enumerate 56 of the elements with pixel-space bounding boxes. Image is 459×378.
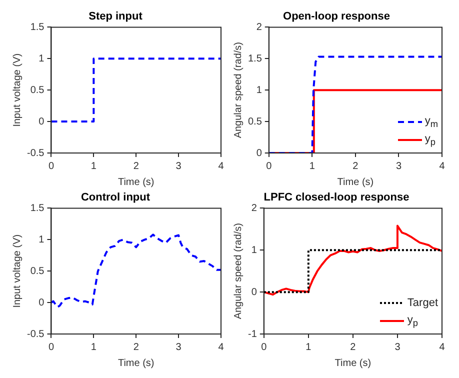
- legend-label: y$_{p}$: [407, 314, 418, 328]
- y-tick-label: 0.5: [248, 116, 262, 128]
- y-tick-label: 1.5: [30, 202, 45, 214]
- y-tick-label: 1: [256, 84, 262, 96]
- x-tick-label: 0: [48, 342, 54, 353]
- y-tick-label: 1: [38, 234, 45, 246]
- x-tick-label: 1: [90, 160, 97, 172]
- x-tick-label: 4: [439, 160, 446, 172]
- y-tick-label: 1: [38, 53, 45, 64]
- y-axis-title: Input voltage (V): [12, 234, 23, 308]
- y-tick-label: 0: [38, 297, 45, 308]
- x-tick-label: 1: [309, 160, 316, 172]
- y-tick-label: 1.5: [248, 53, 262, 64]
- x-tick-label: 4: [218, 342, 224, 353]
- y-axis-title: Angular speed (rad/s): [232, 42, 244, 138]
- x-tick-label: 3: [176, 160, 182, 172]
- x-tick-label: 3: [396, 160, 402, 172]
- y-tick-label: -0.5: [26, 148, 45, 159]
- x-tick-label: 0: [266, 160, 272, 172]
- y-tick-label: 1: [251, 244, 258, 256]
- x-tick-label: 2: [350, 342, 356, 353]
- chart-title: Step input: [88, 10, 143, 23]
- x-tick-label: 1: [90, 342, 97, 353]
- y-axis-title: Input voltage (V): [12, 53, 23, 127]
- legend-label: y$_{p}$: [424, 132, 436, 148]
- y-tick-label: 0.5: [30, 266, 45, 277]
- legend-label: Target: [407, 297, 438, 309]
- y-axis-title: Angular speed (rad/s): [232, 223, 244, 320]
- chart-title: Control input: [80, 192, 150, 204]
- y-tick-label: -0.5: [26, 328, 45, 340]
- x-tick-label: 2: [133, 160, 140, 172]
- line-series: [51, 234, 221, 308]
- y-tick-label: 0: [256, 148, 262, 159]
- x-tick-label: 3: [394, 342, 401, 353]
- x-axis-title: Time (s): [334, 358, 372, 369]
- x-tick-label: 2: [352, 160, 359, 172]
- y-tick-label: 0.5: [30, 84, 45, 96]
- x-tick-label: 4: [218, 160, 224, 172]
- x-tick-label: 4: [439, 342, 446, 353]
- y-tick-label: 2: [251, 202, 258, 214]
- x-tick-label: 1: [306, 342, 312, 353]
- x-tick-label: 0: [48, 160, 54, 172]
- chart-title: Open-loop response: [283, 10, 390, 23]
- x-tick-label: 2: [133, 342, 140, 353]
- chart-title: LPFC closed-loop response: [264, 192, 410, 204]
- y-tick-label: 0: [251, 286, 258, 298]
- line-series: [268, 56, 442, 153]
- legend-label: y$_{m}$: [424, 114, 438, 130]
- x-axis-title: Time (s): [337, 176, 374, 188]
- x-tick-label: 3: [176, 342, 182, 353]
- y-tick-label: 2: [256, 22, 262, 33]
- y-tick-label: 0: [38, 116, 45, 128]
- y-tick-label: -1: [248, 328, 258, 340]
- x-axis-title: Time (s): [118, 176, 154, 188]
- x-axis-title: Time (s): [118, 358, 154, 369]
- y-tick-label: 1.5: [30, 22, 45, 33]
